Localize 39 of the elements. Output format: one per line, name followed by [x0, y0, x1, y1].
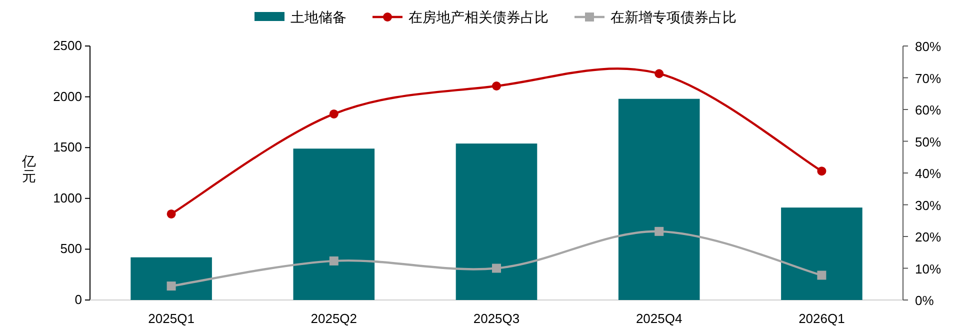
x-tick-label: 2025Q4	[636, 311, 682, 326]
y2-tick-label: 70%	[915, 70, 942, 86]
y2-tick-label: 20%	[915, 230, 942, 244]
point	[329, 256, 338, 266]
y-tick-label: 0	[74, 292, 82, 307]
y-tick-label: 1500	[53, 140, 82, 155]
y2-tick-label: 40%	[915, 166, 942, 181]
y2-tick-label: 60%	[915, 102, 942, 118]
bar	[130, 257, 212, 300]
point	[166, 209, 176, 218]
bar	[293, 148, 375, 300]
y-axis-title: 亿元	[21, 153, 36, 184]
y2-tick-label: 0%	[915, 293, 934, 308]
y2-tick-label: 10%	[915, 261, 942, 276]
point	[166, 282, 176, 291]
y-tick-label: 1000	[53, 190, 82, 206]
point	[492, 82, 501, 91]
legend-label: 土地储备	[290, 9, 346, 25]
bar	[618, 98, 700, 300]
point	[654, 69, 664, 78]
point	[817, 270, 826, 280]
y-tick-label: 2500	[53, 38, 82, 53]
bar	[781, 208, 862, 300]
x-tick-label: 2025Q3	[473, 311, 520, 326]
y2-tick-label: 30%	[915, 198, 942, 213]
x-tick-label: 2025Q2	[310, 311, 358, 326]
point	[817, 166, 826, 176]
y2-tick-label: 50%	[915, 134, 942, 150]
y2-tick-label: 80%	[915, 39, 942, 54]
legend-label: 在房地产相关债券占比	[408, 9, 548, 25]
legend-label: 在新增专项债券占比	[610, 9, 736, 25]
point	[329, 109, 338, 118]
x-tick-label: 2025Q1	[148, 311, 194, 326]
y-tick-label: 2000	[53, 88, 82, 104]
x-tick-label: 2026Q1	[798, 311, 845, 326]
y-tick-label: 500	[60, 241, 82, 256]
point	[654, 226, 664, 236]
point	[492, 264, 501, 273]
bar	[456, 144, 538, 300]
